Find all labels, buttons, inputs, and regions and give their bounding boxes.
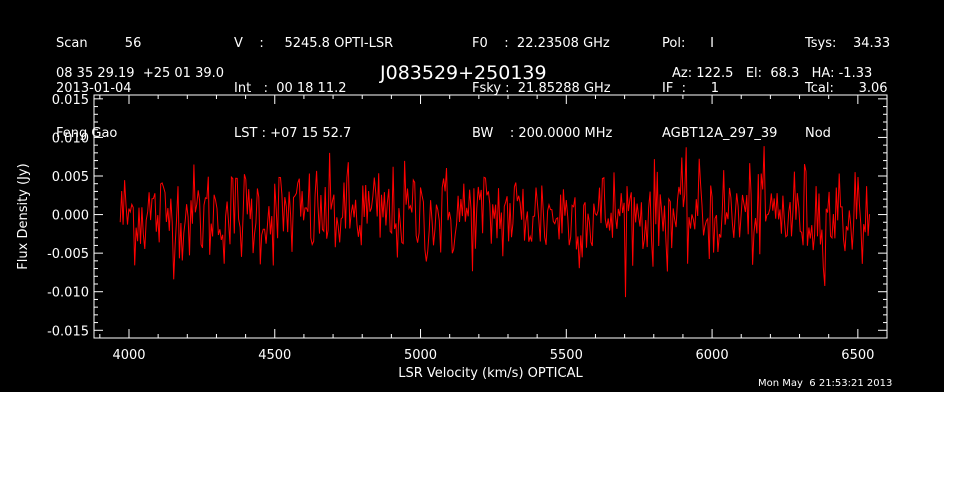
plot-timestamp: Mon May 6 21:53:21 2013 bbox=[758, 378, 893, 389]
trace-layer bbox=[119, 146, 870, 298]
x-tick-label: 4000 bbox=[112, 348, 145, 363]
tick-layer: 4000 4500 5000 5500 6000 6500 -0.015 -0.010 -0.0… bbox=[47, 93, 888, 363]
tsys-value: Tsys: 34.33 bbox=[805, 36, 891, 51]
y-tick-label: 0.010 bbox=[52, 131, 89, 146]
plot-frame bbox=[93, 94, 888, 339]
x-tick-label: 5500 bbox=[550, 348, 583, 363]
rest-frequency: F0 : 22.23508 GHz bbox=[472, 36, 610, 51]
pointing-info: Az: 122.5 El: 68.3 HA: -1.33 bbox=[672, 66, 873, 81]
y-tick-label: -0.005 bbox=[47, 247, 89, 262]
sky-frequency: Fsky : 21.85288 GHz bbox=[472, 81, 611, 96]
header-col1: Scan 56 2013-01-04 Feng Gao bbox=[56, 6, 141, 171]
y-tick-label: 0.005 bbox=[52, 170, 89, 185]
y-tick-label: 0.015 bbox=[52, 93, 89, 108]
project-id: AGBT12A_297_39 bbox=[662, 126, 778, 141]
integration-time: Int : 00 18 11.2 bbox=[234, 81, 347, 96]
y-axis-label: Flux Density (Jy) bbox=[16, 163, 31, 269]
x-axis-label: LSR Velocity (km/s) OPTICAL bbox=[398, 366, 583, 381]
procedure-name: Nod bbox=[805, 126, 831, 141]
x-tick-label: 6500 bbox=[841, 348, 874, 363]
bandwidth: BW : 200.0000 MHz bbox=[472, 126, 613, 141]
velocity-value: V : 5245.8 OPTI-LSR bbox=[234, 36, 394, 51]
if-number: IF : 1 bbox=[662, 81, 720, 96]
obs-date: 2013-01-04 bbox=[56, 81, 132, 96]
x-tick-label: 5000 bbox=[404, 348, 437, 363]
header-col4: Pol: I IF : 1 AGBT12A_297_39 bbox=[662, 6, 777, 171]
header-col3: F0 : 22.23508 GHz Fsky : 21.85288 GHz BW… bbox=[472, 6, 612, 171]
scan-number: Scan 56 bbox=[56, 36, 142, 51]
spectrum-trace bbox=[119, 146, 870, 298]
source-title: J083529+250139 bbox=[380, 62, 547, 84]
x-tick-label: 6000 bbox=[696, 348, 729, 363]
y-tick-label: 0.000 bbox=[52, 209, 89, 224]
source-coordinates: 08 35 29.19 +25 01 39.0 bbox=[56, 66, 225, 81]
tcal-value: Tcal: 3.06 bbox=[805, 81, 888, 96]
polarization: Pol: I bbox=[662, 36, 714, 51]
header-col5: Tsys: 34.33 Tcal: 3.06 Nod bbox=[805, 6, 890, 171]
spectrum-chart: 4000 4500 5000 5500 6000 6500 -0.015 -0.010 -0.0… bbox=[16, 93, 888, 381]
header-col2: V : 5245.8 OPTI-LSR Int : 00 18 11.2 LST… bbox=[234, 6, 393, 171]
lst-value: LST : +07 15 52.7 bbox=[234, 126, 352, 141]
y-tick-label: -0.015 bbox=[47, 324, 89, 339]
plot-panel: Scan 56 2013-01-04 Feng Gao V : 5245.8 O… bbox=[0, 0, 944, 392]
x-tick-label: 4500 bbox=[258, 348, 291, 363]
y-tick-label: -0.010 bbox=[47, 286, 89, 301]
